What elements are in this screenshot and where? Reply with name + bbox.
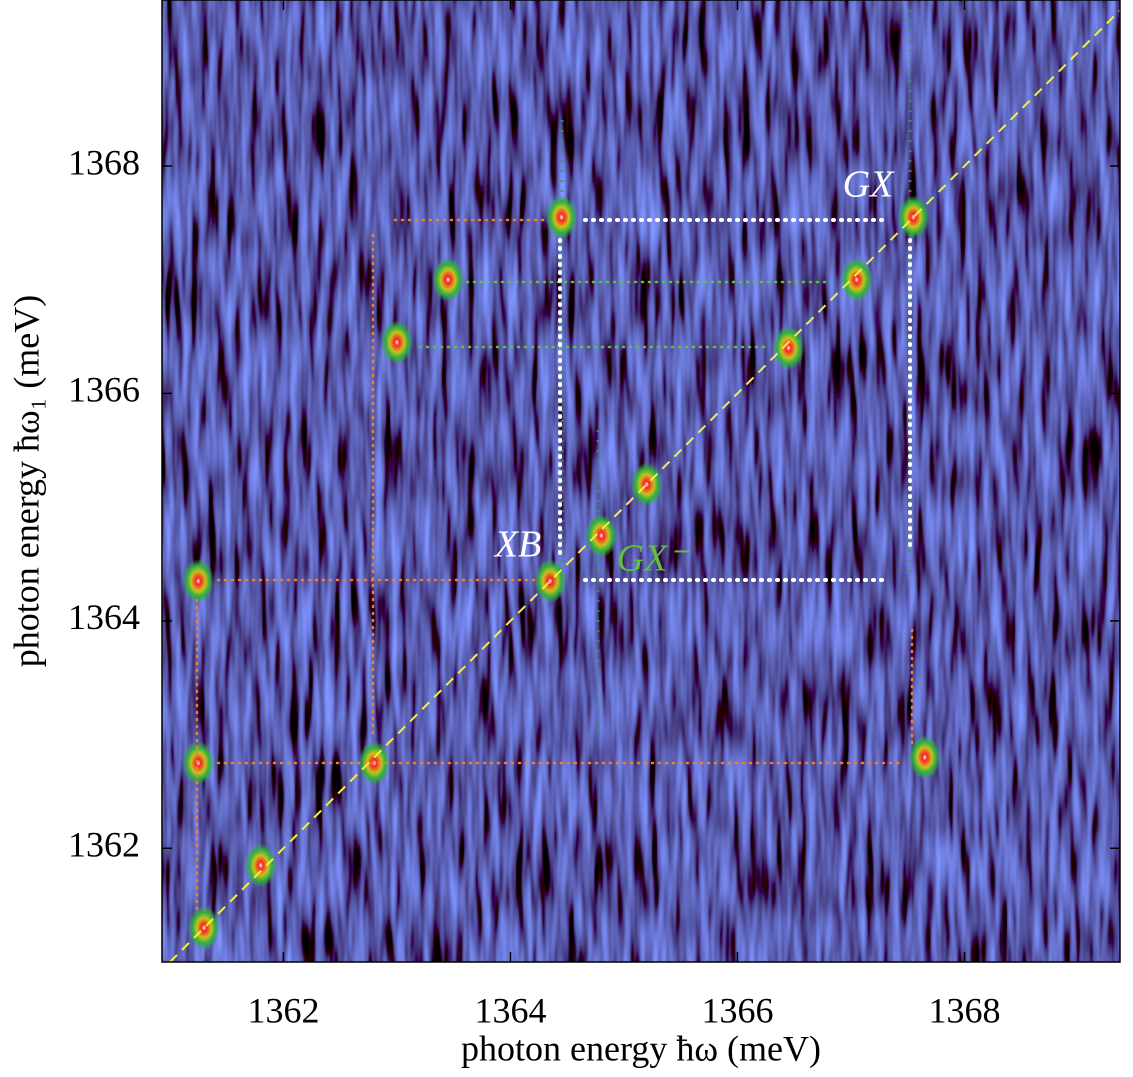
annotation: GX⁻ (617, 538, 691, 580)
x-tick-label: 1364 (474, 990, 546, 1030)
y-tick-label: 1362 (68, 825, 140, 865)
peak (358, 741, 391, 786)
x-tick-label: 1368 (928, 990, 1000, 1030)
frame (161, 0, 1121, 963)
peak (432, 257, 465, 302)
peak (585, 513, 618, 558)
peak (380, 320, 413, 365)
annotation: GX (843, 164, 895, 206)
peak (840, 257, 873, 302)
y-tick-label: 1368 (68, 142, 140, 182)
peaks (182, 195, 941, 950)
plot-area (162, 0, 1120, 962)
annotation: XB (493, 524, 541, 566)
peak (187, 905, 220, 950)
diagonal (169, 9, 1120, 962)
peak (772, 325, 805, 370)
y-tick-label: 1366 (68, 370, 140, 410)
peak (545, 195, 578, 240)
guides (195, 218, 914, 912)
x-axis-label: photon energy ħω (meV) (461, 1028, 821, 1068)
peak (244, 843, 277, 888)
peak (182, 559, 215, 604)
peak (182, 741, 215, 786)
peak (897, 195, 930, 240)
y-tick-label: 1364 (68, 597, 140, 637)
y-axis-label: photon energy ħω₁ (meV) (6, 295, 46, 668)
x-tick-label: 1366 (701, 990, 773, 1030)
peak (534, 559, 567, 604)
peak (908, 735, 941, 780)
x-tick-label: 1362 (247, 990, 319, 1030)
peak (630, 462, 663, 507)
